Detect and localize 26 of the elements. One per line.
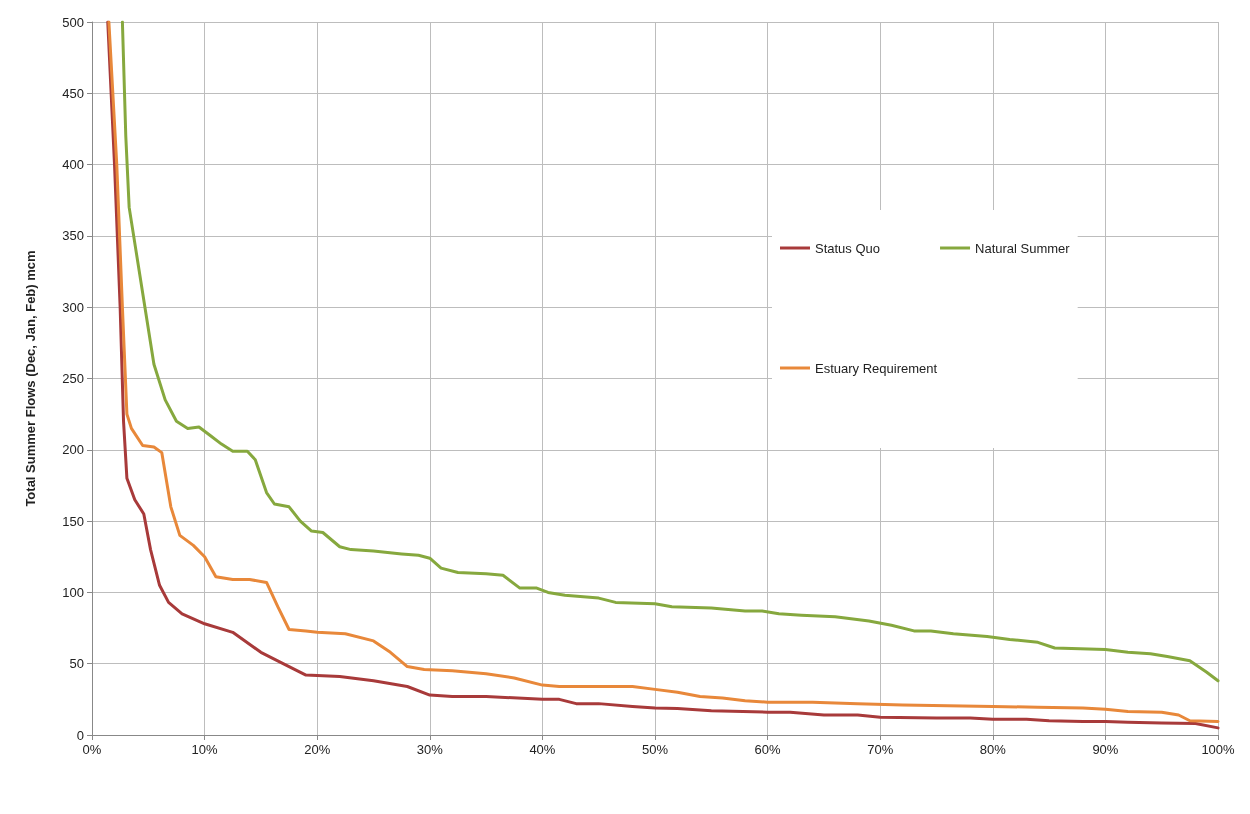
legend-label: Estuary Requirement [815,360,938,376]
x-tick-label: 20% [304,742,331,757]
y-tick-label: 0 [76,727,84,743]
y-tick-label: 100 [62,584,84,600]
x-tick-label: 100% [1201,742,1236,757]
x-tick-label: 10% [191,742,219,757]
y-tick-label: 200 [62,442,84,458]
x-tick-label: 0% [82,742,102,757]
y-tick-label: 250 [62,371,84,386]
y-axis-title: Total Summer Flows (Dec, Jan, Feb) mcm [23,250,38,507]
y-tick-label: 400 [62,157,84,173]
x-tick-label: 30% [416,742,444,757]
x-tick-label: 70% [867,742,894,757]
y-tick-label: 450 [62,85,84,101]
x-tick-label: 90% [1092,742,1119,757]
x-tick-label: 50% [641,742,669,757]
legend-label: Status Quo [815,240,881,256]
x-tick-label: 40% [529,742,556,757]
y-tick-label: 150 [62,513,84,529]
x-tick-label: 80% [979,742,1007,757]
y-tick-label: 50 [69,656,84,672]
y-tick-label: 350 [62,228,84,244]
x-tick-label: 60% [754,742,782,757]
y-tick-label: 500 [62,14,84,30]
y-tick-label: 300 [62,299,84,315]
legend-label: Natural Summer [975,240,1071,256]
